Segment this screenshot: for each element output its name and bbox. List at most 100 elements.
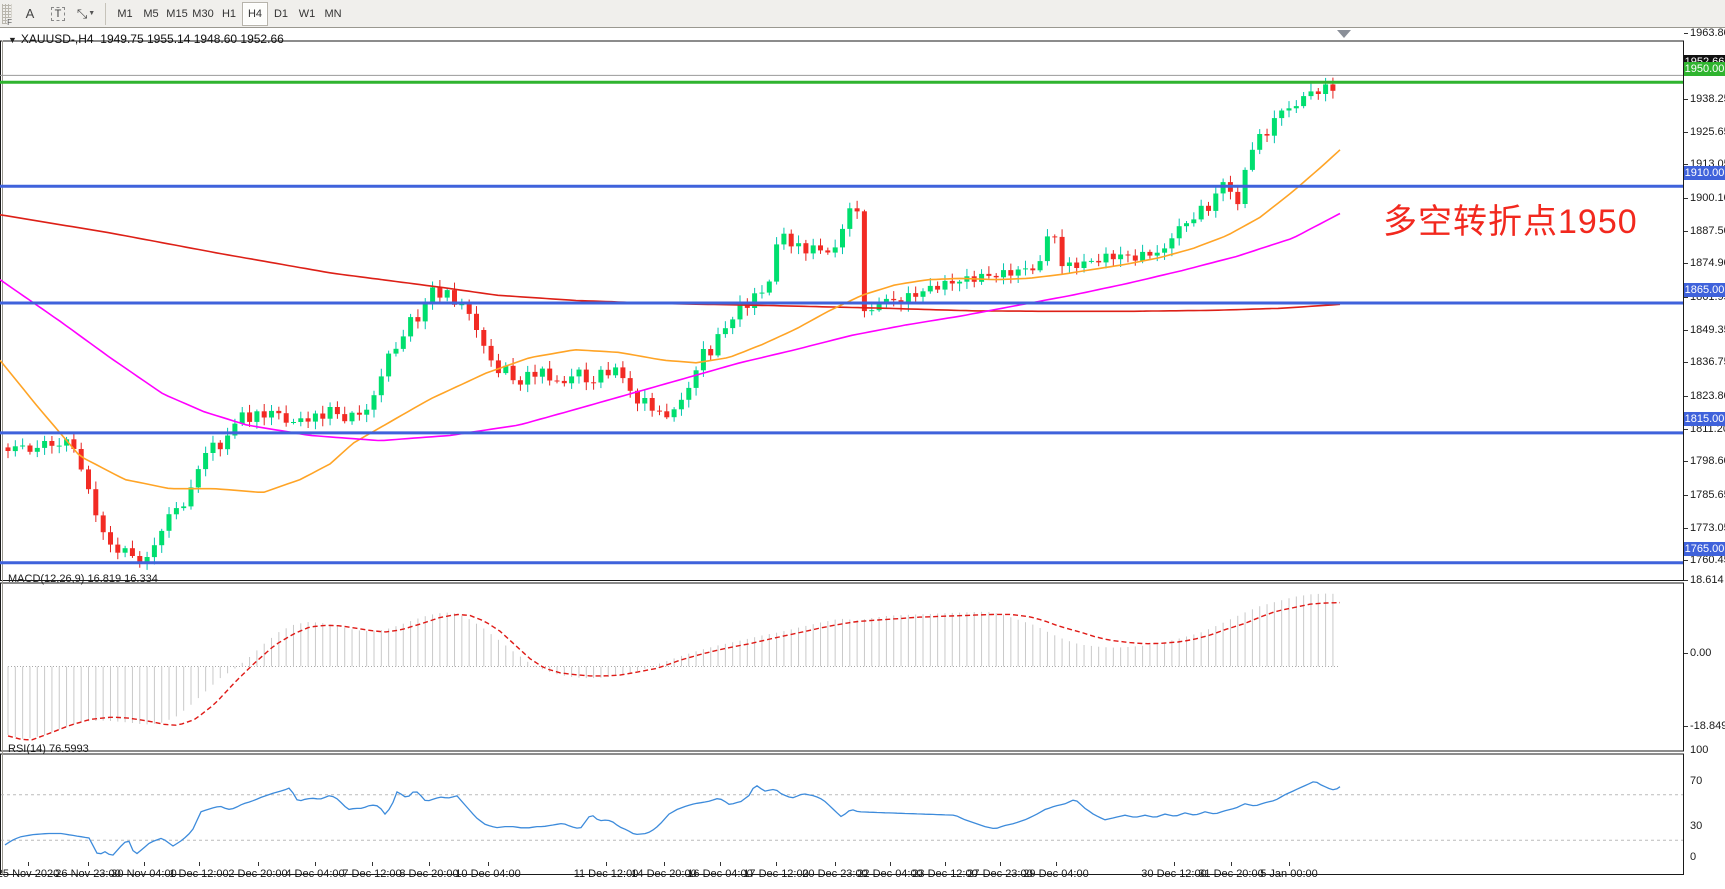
time-axis-tick — [88, 862, 89, 866]
timeframe-button-m1[interactable]: M1 — [117, 7, 133, 20]
price-axis-tick — [1684, 461, 1688, 463]
price-axis-tick — [1684, 131, 1688, 133]
time-axis-label: 11 Dec 12:00 — [573, 868, 639, 880]
price-axis-tick — [1684, 32, 1688, 34]
time-axis-tick — [1000, 862, 1001, 866]
chart-canvas[interactable] — [0, 27, 1684, 889]
time-axis-tick — [776, 862, 777, 866]
price-axis-label: 1963.80 — [1690, 26, 1725, 39]
toolbar-drag-handle[interactable]: F — [2, 3, 12, 27]
toolbar: F A T ⤡ ▼ M1 M5 M15 M30 H1 H4 D1 W1 MN — [0, 0, 1725, 28]
time-axis-label: 14 Dec 20:00 — [631, 868, 697, 880]
time-axis-tick — [488, 862, 489, 866]
macd-axis-label: -18.849 — [1690, 720, 1725, 733]
price-axis-label: 1760.45 — [1690, 554, 1725, 567]
price-axis-label: 1773.05 — [1690, 521, 1725, 534]
macd-axis-tick — [1684, 579, 1688, 581]
price-axis-label: 1925.65 — [1690, 125, 1725, 138]
timeframe-button-d1[interactable]: D1 — [273, 7, 289, 20]
time-axis-label: 20 Dec 23:00 — [802, 868, 868, 880]
level-badge: 1765.00 — [1684, 542, 1725, 557]
timeframe-button-m5[interactable]: M5 — [143, 7, 159, 20]
timeframe-group: M1 M5 M15 M30 H1 H4 D1 W1 MN — [112, 1, 346, 26]
price-axis-label: 1849.35 — [1690, 323, 1725, 336]
time-axis-label: 7 Dec 12:00 — [342, 868, 402, 880]
level-badge: 1815.00 — [1684, 412, 1725, 427]
time-axis-label: 22 Dec 04:00 — [857, 868, 923, 880]
price-axis-tick — [1684, 428, 1688, 430]
time-axis-tick — [429, 862, 430, 866]
macd-axis-tick — [1684, 726, 1688, 728]
price-axis-tick — [1684, 396, 1688, 397]
price-axis-tick — [1684, 98, 1688, 100]
time-axis-tick — [606, 862, 607, 866]
time-axis-label: 29 Dec 04:00 — [1023, 868, 1089, 880]
rsi-indicator-label: RSI(14) 76.5993 — [8, 743, 89, 755]
time-axis-label: 26 Nov 23:00 — [55, 868, 121, 880]
rsi-axis-label: 0 — [1690, 851, 1697, 864]
time-axis-label: 5 Jan 00:00 — [1260, 868, 1318, 880]
time-axis-label: 31 Dec 20:00 — [1198, 868, 1264, 880]
time-axis-tick — [28, 862, 29, 866]
price-axis-label: 1938.25 — [1690, 92, 1725, 105]
price-axis-tick — [1684, 495, 1688, 497]
time-axis-tick — [945, 862, 946, 866]
time-axis-label: 27 Dec 23:00 — [967, 868, 1033, 880]
time-axis-tick — [835, 862, 836, 866]
time-axis-label: 4 Dec 04:00 — [285, 868, 345, 880]
macd-axis-label: 0.00 — [1690, 646, 1712, 659]
time-axis-tick — [720, 862, 721, 866]
timeframe-button-mn[interactable]: MN — [324, 7, 342, 20]
price-axis-label: 1823.80 — [1690, 390, 1725, 402]
time-axis-tick — [1289, 862, 1290, 866]
time-axis-tick — [258, 862, 259, 866]
rsi-axis-label: 70 — [1690, 774, 1703, 787]
font-icon[interactable]: A — [25, 6, 35, 21]
rsi-axis-label: 100 — [1690, 743, 1709, 756]
time-axis-tick — [144, 862, 145, 866]
price-axis-tick — [1684, 230, 1688, 232]
time-axis-tick — [315, 862, 316, 866]
time-axis-label: 2 Dec 20:00 — [228, 868, 288, 880]
level-badge: 1950.00 — [1684, 61, 1725, 76]
annotation-text[interactable]: 多空转折点1950 — [1383, 203, 1638, 241]
text-label-icon[interactable]: T — [45, 2, 71, 26]
price-axis-tick — [1684, 362, 1688, 364]
timeframe-button-m30[interactable]: M30 — [192, 7, 214, 20]
symbol-label: XAUUSD-,H4 — [20, 32, 94, 46]
time-axis-tick — [199, 862, 200, 866]
toolbar-separator — [105, 2, 106, 25]
time-axis-tick — [1174, 862, 1175, 866]
price-axis-label: 1836.75 — [1690, 356, 1725, 369]
time-axis-tick — [372, 862, 373, 866]
timeframe-button-w1[interactable]: W1 — [298, 7, 316, 20]
price-axis-tick — [1684, 263, 1688, 265]
price-axis-label: 1874.90 — [1690, 257, 1725, 270]
chevron-down-icon[interactable]: ▼ — [8, 35, 17, 45]
time-axis-label: 8 Dec 20:00 — [399, 868, 459, 880]
time-axis-tick — [890, 862, 891, 866]
scroll-to-end-icon[interactable] — [1337, 30, 1351, 38]
timeframe-button-h4[interactable]: H4 — [242, 1, 268, 26]
price-axis-label: 1785.65 — [1690, 489, 1725, 502]
time-axis-label: 10 Dec 04:00 — [455, 868, 521, 880]
price-axis-tick — [1684, 527, 1688, 529]
timeframe-button-h1[interactable]: H1 — [221, 7, 237, 20]
macd-indicator-label: MACD(12,26,9) 16.819 16.334 — [8, 573, 158, 585]
macd-axis-tick — [1684, 652, 1688, 654]
time-axis-label: 17 Dec 12:00 — [743, 868, 809, 880]
cursor-tool-icon[interactable]: ⤡ ▼ — [76, 5, 96, 21]
time-axis-label: 1 Dec 12:00 — [169, 868, 229, 880]
level-badge: 1910.00 — [1684, 165, 1725, 180]
chart-title: ▼ XAUUSD-,H4 1949.75 1955.14 1948.60 1952… — [8, 32, 284, 46]
time-axis-tick — [1056, 862, 1057, 866]
rsi-axis-label: 30 — [1690, 820, 1703, 833]
price-axis-label: 1900.10 — [1690, 191, 1725, 204]
price-axis-tick — [1684, 329, 1688, 331]
time-axis-tick — [1231, 862, 1232, 866]
price-axis-label: 1798.60 — [1690, 455, 1725, 468]
price-axis-tick — [1684, 560, 1688, 562]
timeframe-button-m15[interactable]: M15 — [166, 7, 188, 20]
price-axis-label: 1887.50 — [1690, 224, 1725, 237]
